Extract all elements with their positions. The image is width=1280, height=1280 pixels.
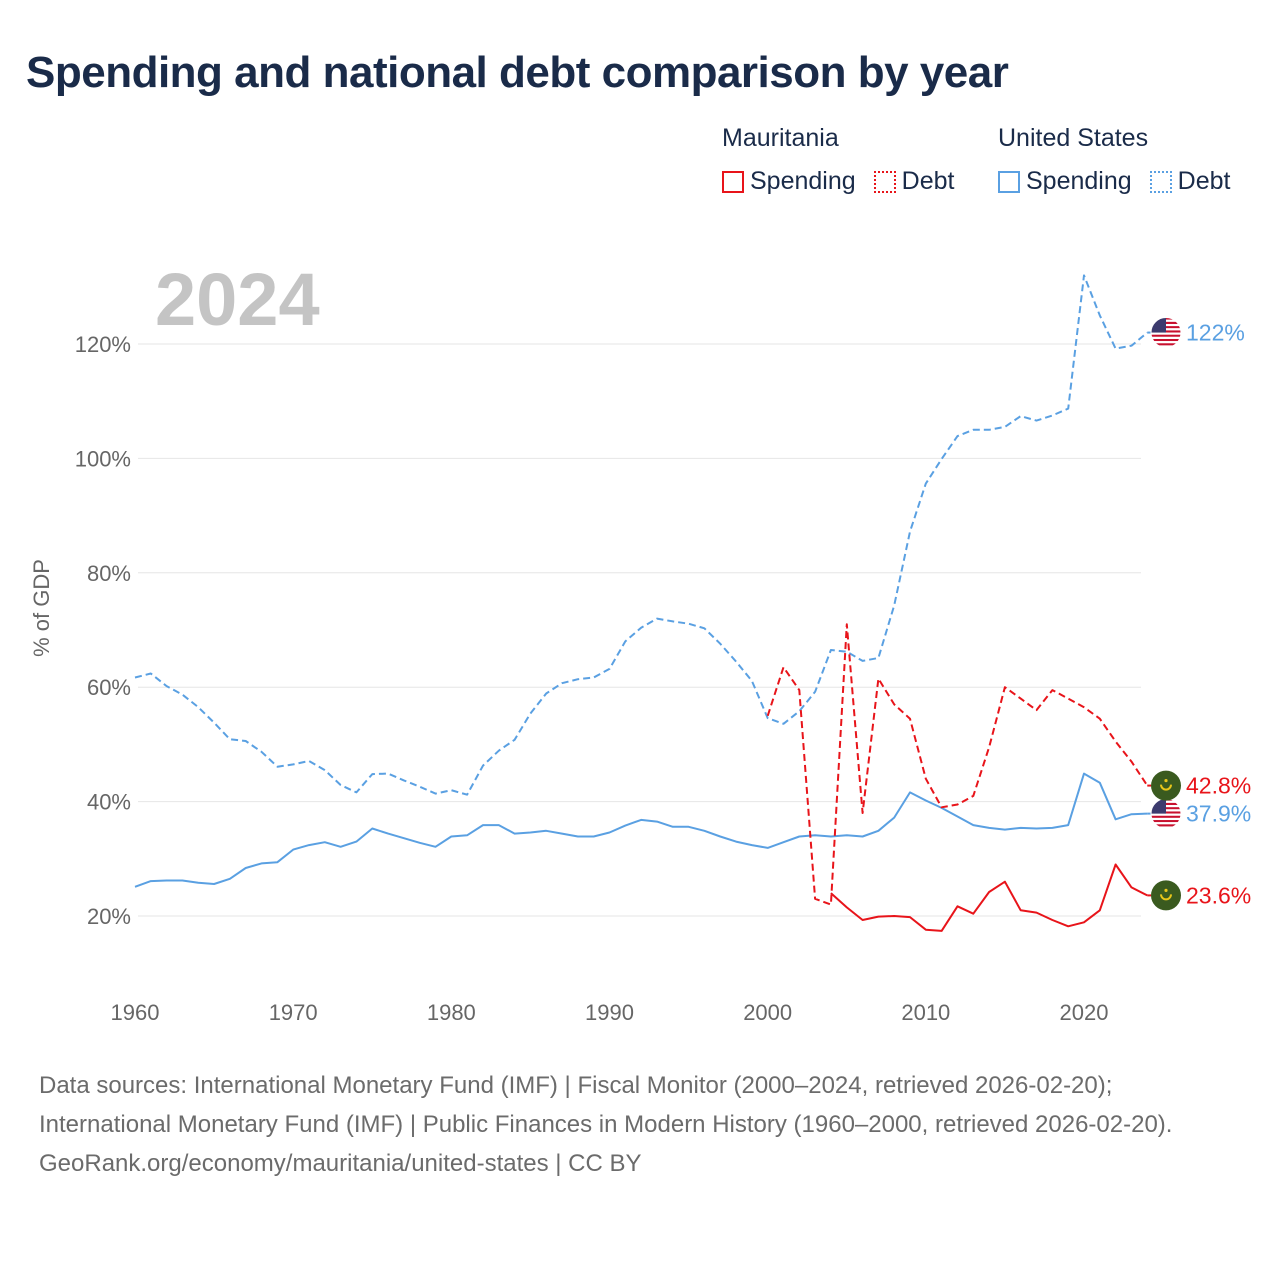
legend-swatch-dotted: [873, 170, 896, 193]
series-line-united-states-spending: [134, 772, 1148, 888]
legend-item-us-spending[interactable]: Spending: [998, 167, 1132, 196]
chart-area: 2024 % of GDP 20%40%60%80%100%120% 1960 1…: [29, 258, 1251, 1025]
flag-body: [1151, 880, 1181, 911]
mauritania-flag-icon: [1151, 770, 1181, 801]
x-tick-label: 2020: [1060, 1000, 1109, 1025]
y-axis-ticks: 20% 40% 60% 80% 100% 120%: [75, 332, 131, 929]
legend-item-mauritania-debt[interactable]: Debt: [873, 167, 955, 196]
x-axis-ticks: 1960 1970 1980 1990 2000 2010 2020: [111, 1000, 1109, 1025]
x-tick-label: 2010: [901, 1000, 950, 1025]
flag-stripe: [1151, 824, 1181, 827]
end-value-label: 42.8%: [1186, 773, 1251, 799]
legend-item-mauritania-spending[interactable]: Spending: [722, 167, 856, 196]
flag-body: [1151, 770, 1181, 801]
legend-swatch-solid: [722, 170, 744, 193]
y-tick-label: 100%: [75, 446, 131, 471]
flag-crescent: [1160, 894, 1172, 901]
us-flag-icon: [1150, 798, 1182, 830]
legend-group-united-states: United States Spending Debt: [998, 124, 1230, 196]
y-tick-label: 20%: [87, 904, 131, 929]
x-tick-label: 1970: [269, 1000, 318, 1025]
flag-stripe: [1151, 822, 1181, 825]
legend-label-debt: Debt: [1177, 167, 1231, 195]
flag-crescent: [1160, 784, 1172, 791]
flag-star: [1164, 888, 1168, 893]
series-end-labels: 122% 37.9%42.8% 23.6%: [1147, 317, 1251, 911]
y-tick-label: 80%: [87, 561, 131, 586]
series-lines: [134, 274, 1149, 932]
y-tick-label: 120%: [75, 332, 131, 357]
x-tick-label: 2000: [743, 1000, 792, 1025]
series-line-mauritania-spending: [830, 863, 1148, 932]
legend-label-spending: Spending: [750, 167, 856, 195]
credit-link[interactable]: GeoRank.org/economy/mauritania/united-st…: [39, 1150, 642, 1177]
year-watermark: 2024: [155, 258, 320, 341]
flag-stripe: [1151, 341, 1181, 344]
footer: Data sources: International Monetary Fun…: [39, 1066, 1239, 1183]
gridlines: [138, 343, 1141, 917]
y-tick-label: 40%: [87, 790, 131, 815]
flag-stripe: [1151, 817, 1181, 821]
x-tick-label: 1980: [427, 1000, 476, 1025]
x-tick-label: 1960: [111, 1000, 160, 1025]
flag-stripe: [1151, 334, 1181, 337]
flag-stripe: [1151, 336, 1181, 339]
flag-stripe: [1151, 815, 1181, 818]
y-tick-label: 60%: [87, 675, 131, 700]
flag-star: [1164, 778, 1168, 783]
chart-title: Spending and national debt comparison by…: [26, 48, 1009, 97]
flag-stripe: [1151, 826, 1181, 829]
legend-label-spending: Spending: [1026, 167, 1132, 195]
us-flag-icon: [1150, 317, 1182, 349]
legend-item-us-debt[interactable]: Debt: [1149, 167, 1231, 196]
end-value-label: 23.6%: [1186, 882, 1251, 908]
x-tick-label: 1990: [585, 1000, 634, 1025]
legend-swatch-dotted: [1149, 170, 1172, 193]
flag-stripe: [1151, 332, 1181, 335]
flag-stripe: [1151, 813, 1181, 816]
data-sources: Data sources: International Monetary Fun…: [39, 1072, 1173, 1138]
legend-country-united-states: United States: [998, 124, 1149, 152]
series-line-mauritania-debt: [766, 623, 1149, 906]
series-line-united-states-debt: [134, 274, 1148, 796]
flag-border: [1150, 317, 1182, 349]
flag-stripe: [1151, 343, 1181, 346]
legend-country-mauritania: Mauritania: [722, 124, 839, 152]
flag-stripe: [1151, 338, 1181, 342]
end-value-label: 122%: [1186, 320, 1245, 346]
mauritania-flag-icon: [1151, 880, 1181, 911]
end-value-label: 37.9%: [1186, 801, 1251, 827]
legend-label-debt: Debt: [901, 167, 955, 195]
legend-swatch-solid: [998, 170, 1020, 193]
flag-stripe: [1151, 345, 1181, 348]
flag-stripe: [1151, 820, 1181, 823]
legend-group-mauritania: Mauritania Spending Debt: [722, 124, 954, 196]
y-axis-label: % of GDP: [29, 559, 54, 657]
